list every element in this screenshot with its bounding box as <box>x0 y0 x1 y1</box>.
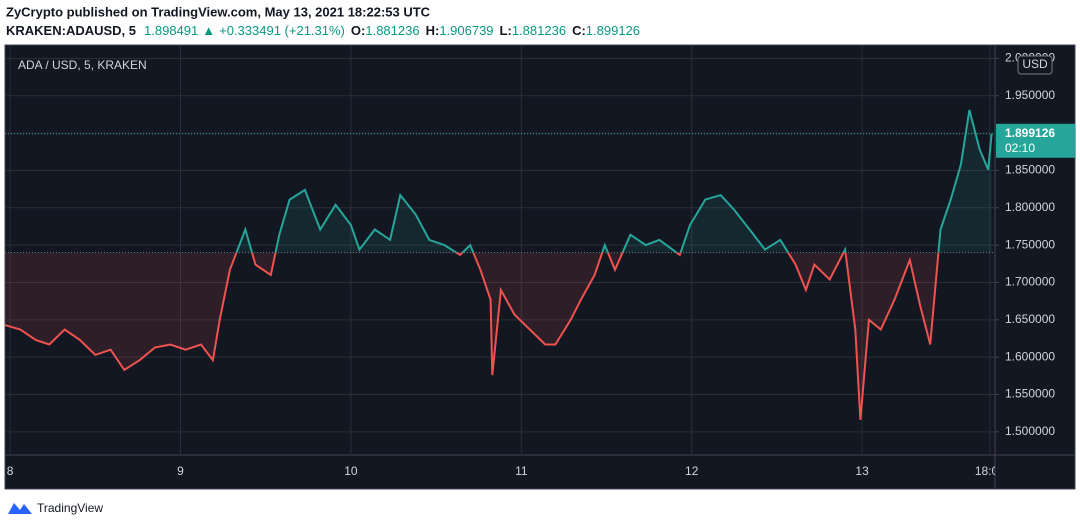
area-down <box>5 252 992 420</box>
logo <box>8 503 32 514</box>
plot <box>5 109 995 420</box>
x-tick-label: 12 <box>685 464 699 478</box>
c: 1.899126 <box>586 23 640 38</box>
y-tick-label: 1.800000 <box>1005 200 1055 214</box>
currency-box <box>1017 55 1053 75</box>
time-axis: 8 9 10 11 12 13 18:00 <box>7 464 1005 478</box>
chart-panel <box>4 44 1076 490</box>
y-tick-label: 1.650000 <box>1005 312 1055 326</box>
y-tick-label: 1.950000 <box>1005 88 1055 102</box>
y-tick-label: 1.750000 <box>1005 237 1055 251</box>
x-tick-label: 18:00 <box>975 464 1005 478</box>
x-tick-label: 8 <box>7 464 14 478</box>
last-price-box <box>996 123 1075 158</box>
publisher: ZyCrypto published on TradingView.com, M… <box>6 4 431 19</box>
l-label: L: <box>500 23 512 38</box>
y-tick-label: 1.550000 <box>1005 387 1055 401</box>
chart-layer: 1.500000 1.550000 1.600000 1.650000 1.700000… <box>5 45 1075 478</box>
currency: USD <box>1022 57 1048 71</box>
c-label: C: <box>572 23 586 38</box>
x-tick-label: 10 <box>344 464 358 478</box>
y-tick-label: 1.500000 <box>1005 424 1055 438</box>
o-label: O: <box>351 23 365 38</box>
symbol: KRAKEN:ADAUSD, 5 <box>6 23 136 38</box>
l: 1.881236 <box>512 23 566 38</box>
ohlc-line: KRAKEN:ADAUSD, 5 1.898491 ▲ +0.333491 (+21.… <box>6 23 640 38</box>
legend: ADA / USD, 5, KRAKEN <box>18 58 147 72</box>
y-tick-label: 1.600000 <box>1005 349 1055 363</box>
y-tick-label: 1.850000 <box>1005 163 1055 177</box>
x-tick-label: 11 <box>515 464 528 478</box>
last-price-label: 1.899126 <box>1005 126 1055 140</box>
h-label: H: <box>426 23 440 38</box>
area-up <box>236 110 992 253</box>
y-tick-label: 1.700000 <box>1005 275 1055 289</box>
x-tick-label: 13 <box>855 464 869 478</box>
last: 1.898491 <box>144 23 198 38</box>
x-tick-label: 9 <box>177 464 184 478</box>
brand: TradingView <box>37 501 103 515</box>
h: 1.906739 <box>439 23 493 38</box>
arrow: ▲ <box>202 23 215 38</box>
line-down <box>5 252 940 420</box>
change: +0.333491 (+21.31%) <box>219 23 345 38</box>
countdown: 02:10 <box>1005 141 1035 155</box>
o: 1.881236 <box>365 23 419 38</box>
